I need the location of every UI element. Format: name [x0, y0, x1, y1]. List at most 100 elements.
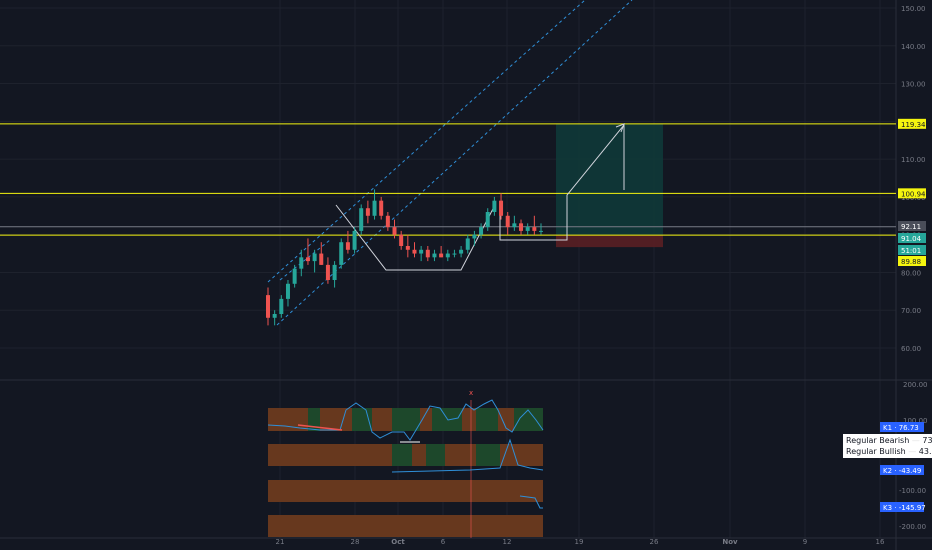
signal-band — [268, 515, 543, 537]
price-tick-label: 80.00 — [901, 269, 921, 277]
candlestick-series — [266, 189, 543, 326]
k2-line — [391, 438, 544, 473]
signal-band — [420, 408, 432, 431]
signal-band — [445, 444, 476, 466]
candle-body — [379, 200, 384, 216]
candle-body — [519, 223, 524, 231]
time-tick-label: 28 — [351, 538, 360, 546]
k-tag-bg — [880, 422, 924, 432]
price-tags: 119.34 100.94 92.11 91.04 51:01 89.88 — [898, 118, 926, 266]
candle-body — [312, 253, 317, 262]
candle-body — [479, 227, 484, 235]
candle-body — [299, 257, 304, 269]
indicator-tick-label: -100.00 — [899, 487, 926, 495]
candle-body — [532, 227, 537, 231]
indicator-tick-label: 100.00 — [903, 417, 928, 425]
candle-body — [339, 242, 344, 265]
target-zone — [556, 123, 663, 236]
price-tick-label: 60.00 — [901, 345, 921, 353]
channel-line — [279, 239, 331, 281]
signal-band — [268, 480, 543, 502]
price-tick-label: 70.00 — [901, 307, 921, 315]
price-tick-label: 150.00 — [901, 5, 926, 13]
time-tick-label: Nov — [722, 538, 738, 546]
price-tag-bg — [898, 233, 926, 243]
candle-body — [459, 249, 464, 254]
signal-band — [412, 444, 426, 466]
candle-body — [266, 295, 270, 318]
k-tag-label: K2 · -43.49 — [883, 467, 921, 475]
price-tag-bg — [898, 245, 926, 255]
regular-bullish-value: 43.76 — [918, 447, 932, 456]
price-tag-bg — [898, 118, 926, 129]
time-tick-label: 6 — [441, 538, 446, 546]
candle-body — [445, 253, 450, 258]
price-axis[interactable]: 150.00140.00130.00120.00110.00100.0090.0… — [901, 5, 926, 353]
candle-body — [425, 249, 430, 258]
candle-body — [325, 264, 330, 280]
indicator-tags: K1 · 76.73 K2 · -43.49 K3 · -145.97 — [880, 422, 926, 512]
arrow-head — [615, 123, 625, 133]
signal-band — [308, 408, 320, 431]
candle-body — [319, 253, 324, 265]
candle-body — [432, 253, 437, 258]
price-tick-label: 130.00 — [901, 81, 926, 89]
stop-zone — [556, 235, 663, 248]
candle-body — [305, 257, 310, 262]
signal-band — [432, 408, 462, 431]
indicator-tick-label: 200.00 — [903, 381, 928, 389]
signal-band — [320, 408, 352, 431]
candle-body — [345, 242, 350, 250]
candle-body — [272, 314, 277, 318]
indicator-axis[interactable]: 200.00 100.00 -100.00 -200.00 — [899, 381, 928, 531]
time-tick-label: 12 — [503, 538, 512, 546]
indicator-tick-label: -200.00 — [899, 523, 926, 531]
signal-band — [476, 444, 500, 466]
time-tick-label: 21 — [276, 538, 285, 546]
candle-body — [512, 223, 517, 228]
candle-body — [352, 230, 357, 250]
candle-body — [465, 238, 470, 250]
k-tag-label: K1 · 76.73 — [883, 424, 919, 432]
price-tag-label: 51:01 — [901, 247, 921, 255]
candle-body — [279, 298, 284, 314]
signal-band — [498, 408, 514, 431]
candle-body — [332, 264, 337, 280]
candle-body — [485, 212, 490, 228]
marker-x: x — [469, 389, 473, 397]
horizontal-levels — [0, 123, 896, 236]
signal-band — [392, 408, 420, 431]
regular-bullish-legend: Regular Bullish — 43.76 — [843, 445, 932, 458]
candle-body — [385, 215, 390, 228]
price-tick-label: 110.00 — [901, 156, 926, 164]
price-tag-bg — [898, 256, 926, 266]
candle-body — [285, 283, 290, 299]
candle-body — [439, 253, 444, 258]
price-tag-label: 91.04 — [901, 235, 922, 243]
indicator-pane: x — [267, 389, 544, 538]
k-tag-bg — [880, 502, 924, 512]
signal-band — [268, 444, 392, 466]
candle-body — [452, 253, 457, 255]
signal-band — [372, 408, 392, 431]
candle-body — [505, 215, 510, 228]
candle-body — [472, 234, 477, 239]
price-tag-bg — [898, 188, 926, 199]
k3-line — [519, 495, 543, 509]
time-tick-label: 9 — [803, 538, 807, 546]
candle-body — [359, 208, 364, 231]
signal-band — [426, 444, 445, 466]
candle-body — [365, 208, 370, 216]
time-tick-label: 26 — [650, 538, 659, 546]
candle-body — [419, 249, 424, 254]
channel-line — [267, 0, 586, 283]
time-axis[interactable]: 21 28 Oct 6 12 19 26 Nov 9 16 — [276, 538, 885, 546]
signal-band — [514, 408, 543, 431]
signal-band — [476, 408, 498, 431]
candle-body — [492, 200, 497, 212]
candle-body — [499, 200, 504, 216]
regular-bearish-legend: Regular Bearish — 73.22 — [843, 434, 932, 447]
candle-body — [525, 227, 530, 231]
